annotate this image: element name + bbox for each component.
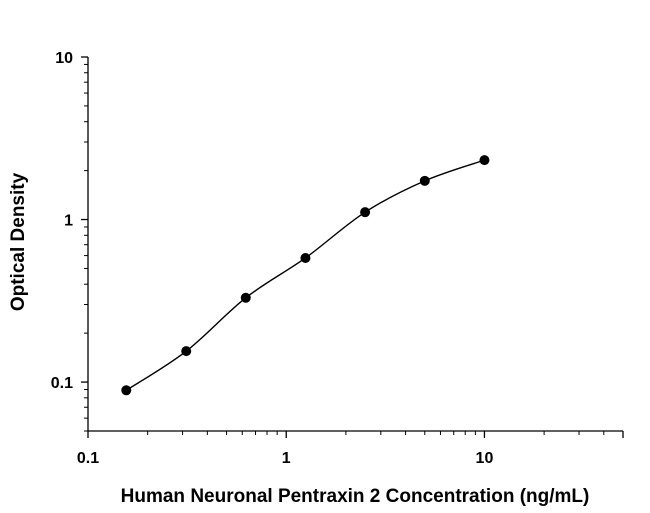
data-point	[300, 252, 311, 263]
major-ticks	[81, 56, 624, 438]
minor-ticks	[84, 63, 624, 435]
x-tick-label: 10	[476, 450, 494, 467]
x-axis-title: Human Neuronal Pentraxin 2 Concentration…	[121, 486, 590, 507]
data-points	[121, 155, 490, 396]
data-point	[360, 207, 371, 218]
y-tick-label: 10	[55, 50, 73, 67]
fit-curve	[125, 159, 485, 391]
y-tick-label: 1	[64, 213, 73, 230]
tick-labels: 0.1 1 10 0.1 1 10	[51, 50, 494, 467]
x-tick-label: 0.1	[77, 450, 99, 467]
y-tick-label: 0.1	[51, 375, 73, 392]
data-point	[181, 346, 192, 357]
data-point	[479, 155, 490, 166]
data-point	[121, 385, 132, 396]
data-point	[419, 175, 430, 186]
data-point	[240, 292, 251, 303]
y-axis-title: Optical Density	[8, 172, 29, 311]
x-tick-label: 1	[282, 450, 291, 467]
